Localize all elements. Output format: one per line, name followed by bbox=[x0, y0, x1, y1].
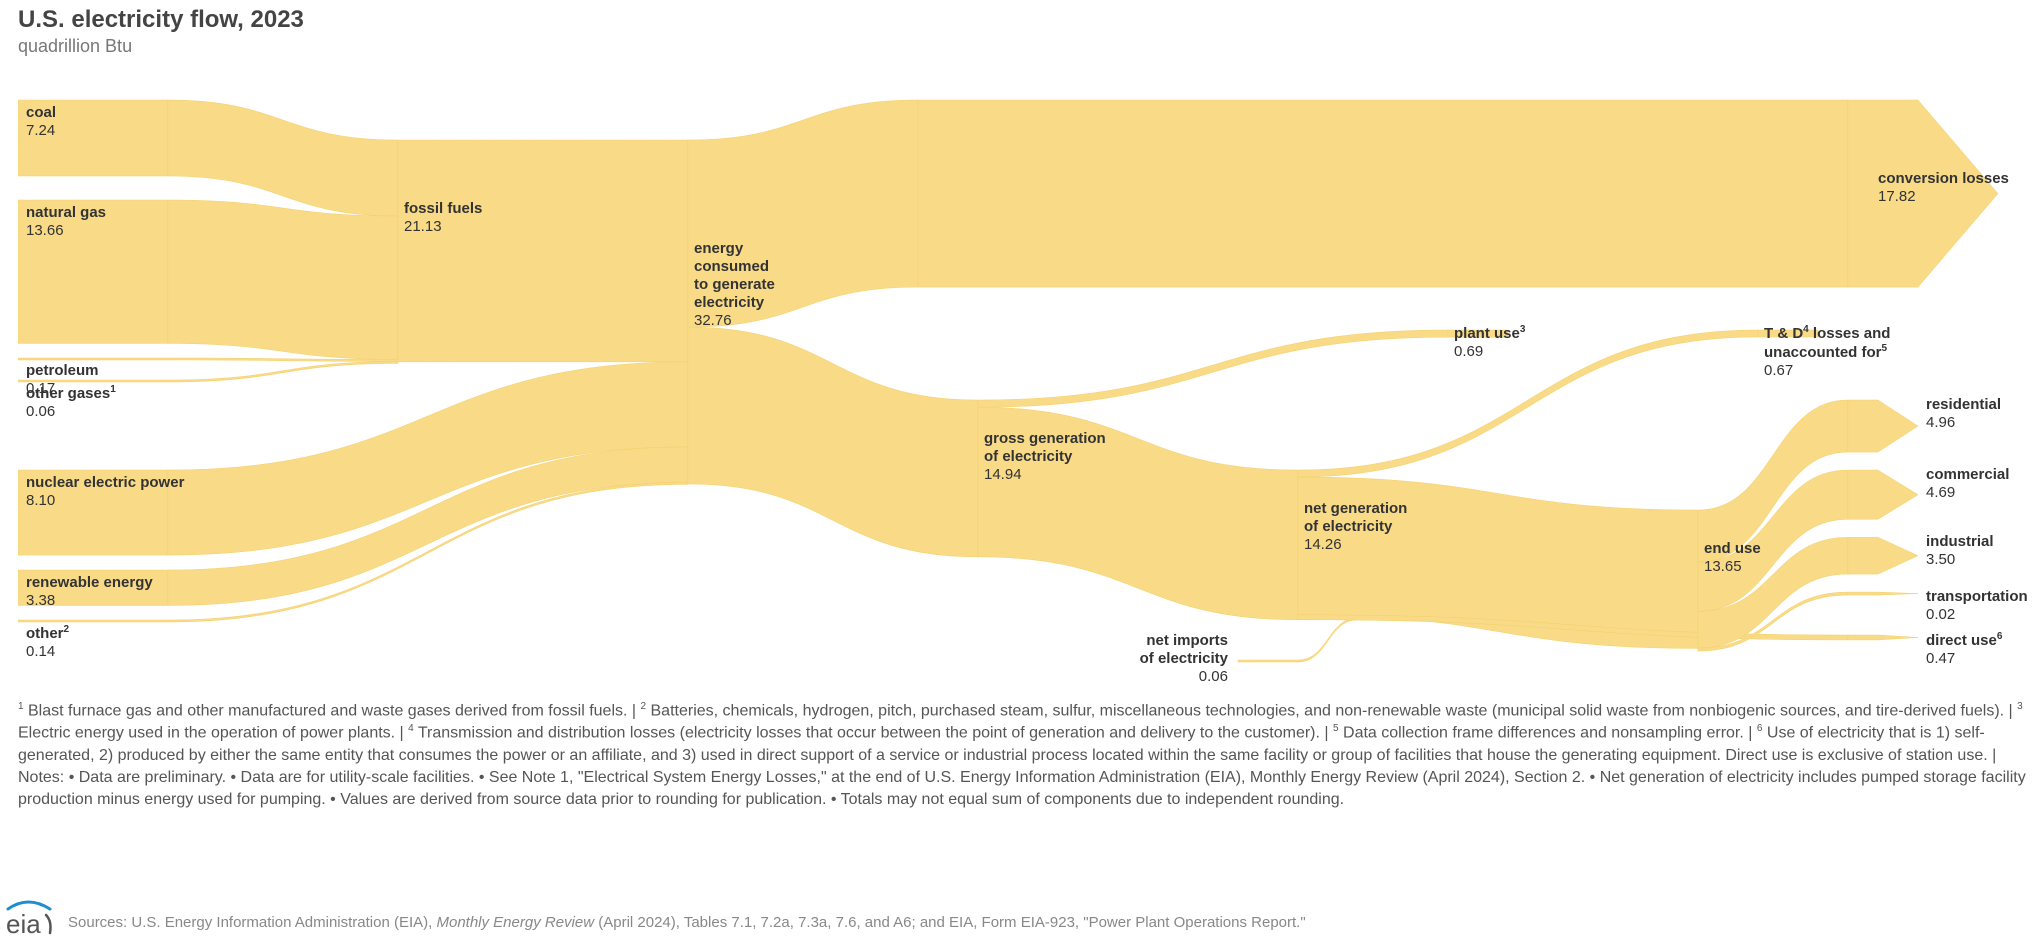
flow-label: other20.14 bbox=[26, 624, 69, 661]
flow-label: coal7.24 bbox=[26, 104, 56, 140]
flow-label: other gases10.06 bbox=[26, 384, 116, 421]
flow-label: end use13.65 bbox=[1704, 540, 1761, 576]
flow-label: nuclear electric power8.10 bbox=[26, 474, 184, 510]
flow-label: natural gas13.66 bbox=[26, 204, 106, 240]
chart-title: U.S. electricity flow, 2023 bbox=[18, 6, 2026, 34]
eia-logo-text: eia bbox=[6, 909, 41, 937]
footnotes-block: 1 Blast furnace gas and other manufactur… bbox=[18, 700, 2026, 811]
flow-label: net importsof electricity0.06 bbox=[1140, 632, 1228, 686]
flow-label: conversion losses17.82 bbox=[1878, 170, 2009, 206]
flow-label: fossil fuels21.13 bbox=[404, 200, 482, 236]
flow-label: direct use60.47 bbox=[1926, 631, 2002, 668]
flow-label: plant use30.69 bbox=[1454, 324, 1525, 361]
sankey-chart: coal7.24natural gas13.66petroleum0.17oth… bbox=[18, 90, 2026, 670]
flow-label: industrial3.50 bbox=[1926, 533, 1994, 569]
flow-label: residential4.96 bbox=[1926, 396, 2001, 432]
flow-label: net generationof electricity14.26 bbox=[1304, 500, 1407, 554]
flow-label: gross generationof electricity14.94 bbox=[984, 430, 1106, 484]
flow-label: renewable energy3.38 bbox=[26, 574, 153, 610]
eia-logo: eia bbox=[0, 897, 60, 937]
flow-label: T & D4 losses andunaccounted for50.67 bbox=[1764, 324, 1890, 380]
source-line: Sources: U.S. Energy Information Adminis… bbox=[68, 914, 1306, 931]
chart-subtitle: quadrillion Btu bbox=[18, 36, 2026, 57]
flow-label: commercial4.69 bbox=[1926, 466, 2009, 502]
sankey-svg bbox=[18, 90, 2026, 670]
flow-label: transportation0.02 bbox=[1926, 588, 2028, 624]
flow-label: energyconsumedto generateelectricity32.7… bbox=[694, 240, 775, 330]
